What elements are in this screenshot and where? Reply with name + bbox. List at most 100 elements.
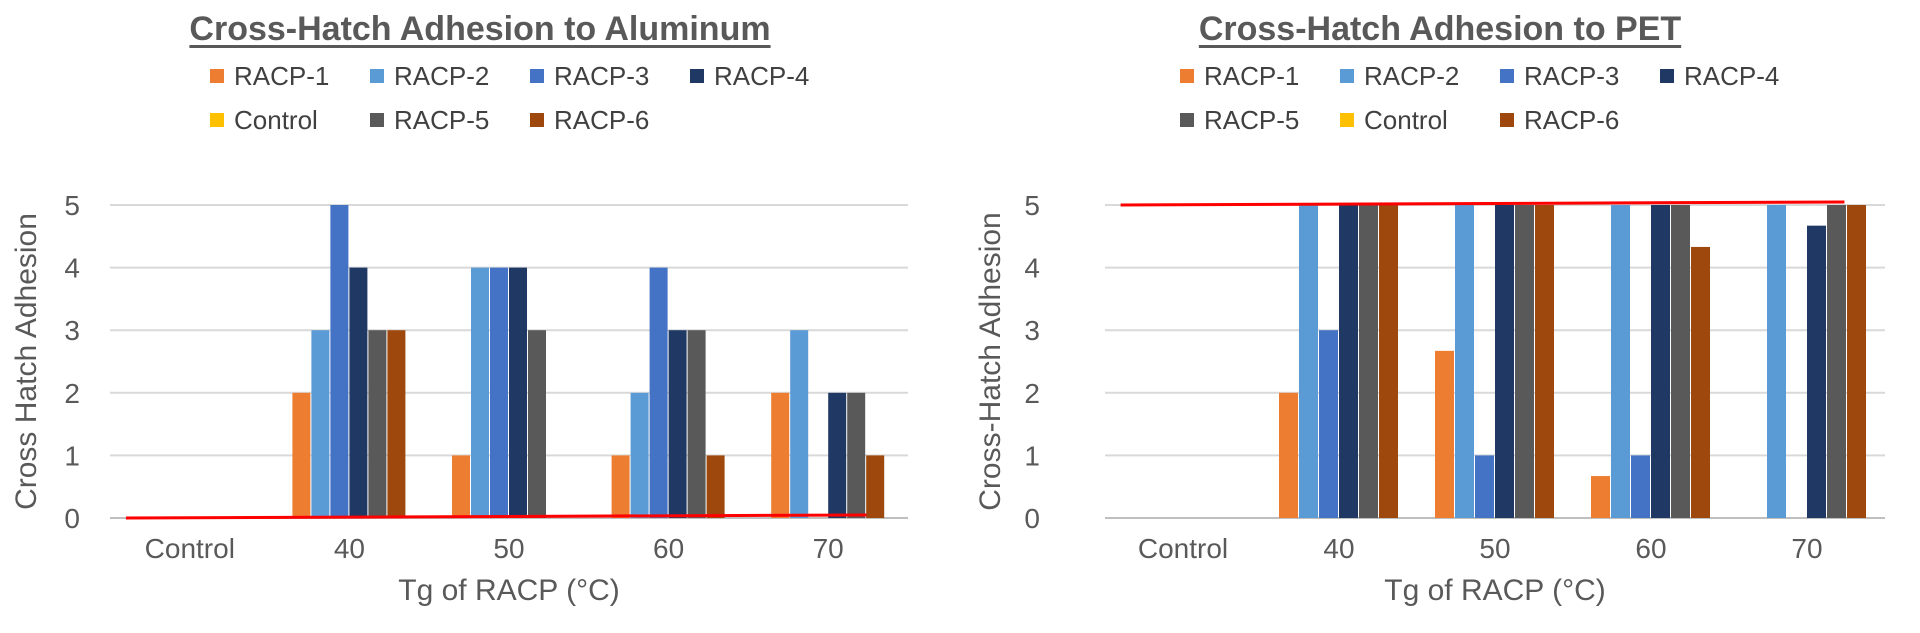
legend-label: RACP-5 [1204,104,1300,135]
y-tick-label: 1 [64,440,80,471]
bar-racp-6 [387,330,406,518]
legend-item-racp-4: RACP-4 [1660,59,1779,93]
bar-racp-6 [706,455,725,518]
legend-label: Control [234,104,318,135]
legend-item-control: Control [210,103,318,137]
bar-racp-3 [1631,455,1650,518]
plot-area: 0 1 2 3 4 5 Control 40 50 60 70 Cross Hatch Adhesio… [10,190,908,607]
bar-racp-4 [1339,205,1358,518]
y-tick-label: 1 [1024,440,1040,471]
legend-label: RACP-1 [234,60,330,91]
y-tick-label: 4 [1024,253,1040,284]
bar-racp-4 [349,267,368,518]
legend-label: RACP-4 [1684,60,1780,91]
y-tick-label: 4 [64,253,80,284]
bar-racp-2 [471,267,489,518]
bar-racp-2 [1767,205,1786,518]
legend-swatch [1500,113,1514,127]
chart-title: Cross-Hatch Adhesion to PET [1198,10,1682,48]
bar-racp-1 [1279,392,1298,518]
y-tick-label: 2 [64,378,80,409]
bar-racp-5 [1827,205,1846,518]
bar-racp-3 [649,267,668,518]
y-tick-label: 2 [1024,378,1040,409]
x-tick-label: 40 [1323,533,1354,564]
y-tick-label: 0 [1024,503,1040,534]
x-tick-label: 40 [334,533,365,564]
bar-racp-2 [311,330,330,518]
bar-racp-5 [847,392,866,518]
legend-swatch [1660,69,1674,83]
bar-racp-1 [292,392,311,518]
x-tick-label: 60 [1635,533,1666,564]
legend-swatch [1180,113,1194,127]
legend-item-racp-5: RACP-5 [370,103,489,137]
legend-label: RACP-3 [554,60,650,91]
legend-label: RACP-1 [1204,60,1300,91]
reference-line [1120,200,1845,207]
legend-label: RACP-2 [394,60,490,91]
bar-racp-6 [1847,205,1866,518]
x-tick-label: 70 [1791,533,1822,564]
x-tick-label: Control [145,533,235,564]
x-tick-label: 50 [493,533,524,564]
bar-racp-1 [1435,350,1454,518]
bar-racp-5 [528,330,546,518]
legend-item-racp-1: RACP-1 [210,59,329,93]
bar-racp-6 [1535,205,1554,518]
x-tick-label: Control [1138,533,1228,564]
legend-swatch [530,113,544,127]
bar-racp-1 [611,455,630,518]
y-tick-label: 0 [64,503,80,534]
bar-racp-3 [490,267,508,518]
legend-swatch [1180,69,1194,83]
bar-racp-5 [1359,205,1378,518]
legend-item-racp-2: RACP-2 [1340,59,1459,93]
legend-label: RACP-5 [394,104,490,135]
y-tick-label: 3 [64,315,80,346]
legend-swatch [210,113,224,127]
x-axis-title: Tg of RACP (°C) [398,574,619,607]
y-tick-label: 3 [1024,315,1040,346]
legend-swatch [370,113,384,127]
bar-racp-4 [1651,205,1670,518]
x-tick-label: 60 [653,533,684,564]
y-tick-label: 5 [1024,190,1040,221]
bar-racp-3 [1319,330,1338,518]
bar-racp-5 [368,330,387,518]
bar-racp-6 [1379,205,1398,518]
bar-racp-5 [1671,205,1690,518]
legend-item-racp-3: RACP-3 [530,59,649,93]
bar-racp-6 [1691,246,1710,518]
bar-racp-6 [866,455,885,518]
bar-racp-3 [1475,455,1494,518]
x-axis-title: Tg of RACP (°C) [1384,574,1605,607]
legend-swatch [1340,113,1354,127]
bar-racp-3 [330,205,349,518]
bar-racp-4 [828,392,847,518]
legend-label: RACP-4 [714,60,810,91]
legend-swatch [1340,69,1354,83]
legend-swatch [370,69,384,83]
legend-label: Control [1364,104,1448,135]
bar-racp-2 [1455,205,1474,518]
bar-racp-2 [790,330,809,518]
bar-racp-1 [452,455,470,518]
legend-swatch [530,69,544,83]
bar-racp-2 [630,392,649,518]
bar-racp-4 [509,267,527,518]
legend-swatch [690,69,704,83]
legend-item-control: Control [1340,103,1448,137]
legend-label: RACP-6 [554,104,650,135]
legend-swatch [1500,69,1514,83]
legend-item-racp-2: RACP-2 [370,59,489,93]
y-axis-title: Cross Hatch Adhesion [10,213,43,510]
x-tick-label: 50 [1479,533,1510,564]
legend-item-racp-6: RACP-6 [530,103,649,137]
y-tick-label: 5 [64,190,80,221]
legend-label: RACP-3 [1524,60,1620,91]
bar-racp-1 [1591,476,1610,518]
bar-racp-4 [1495,205,1514,518]
legend-item-racp-1: RACP-1 [1180,59,1299,93]
plot-area: 0 1 2 3 4 5 Control 40 50 60 70 Cross-Hatch Adhesio… [974,190,1885,607]
